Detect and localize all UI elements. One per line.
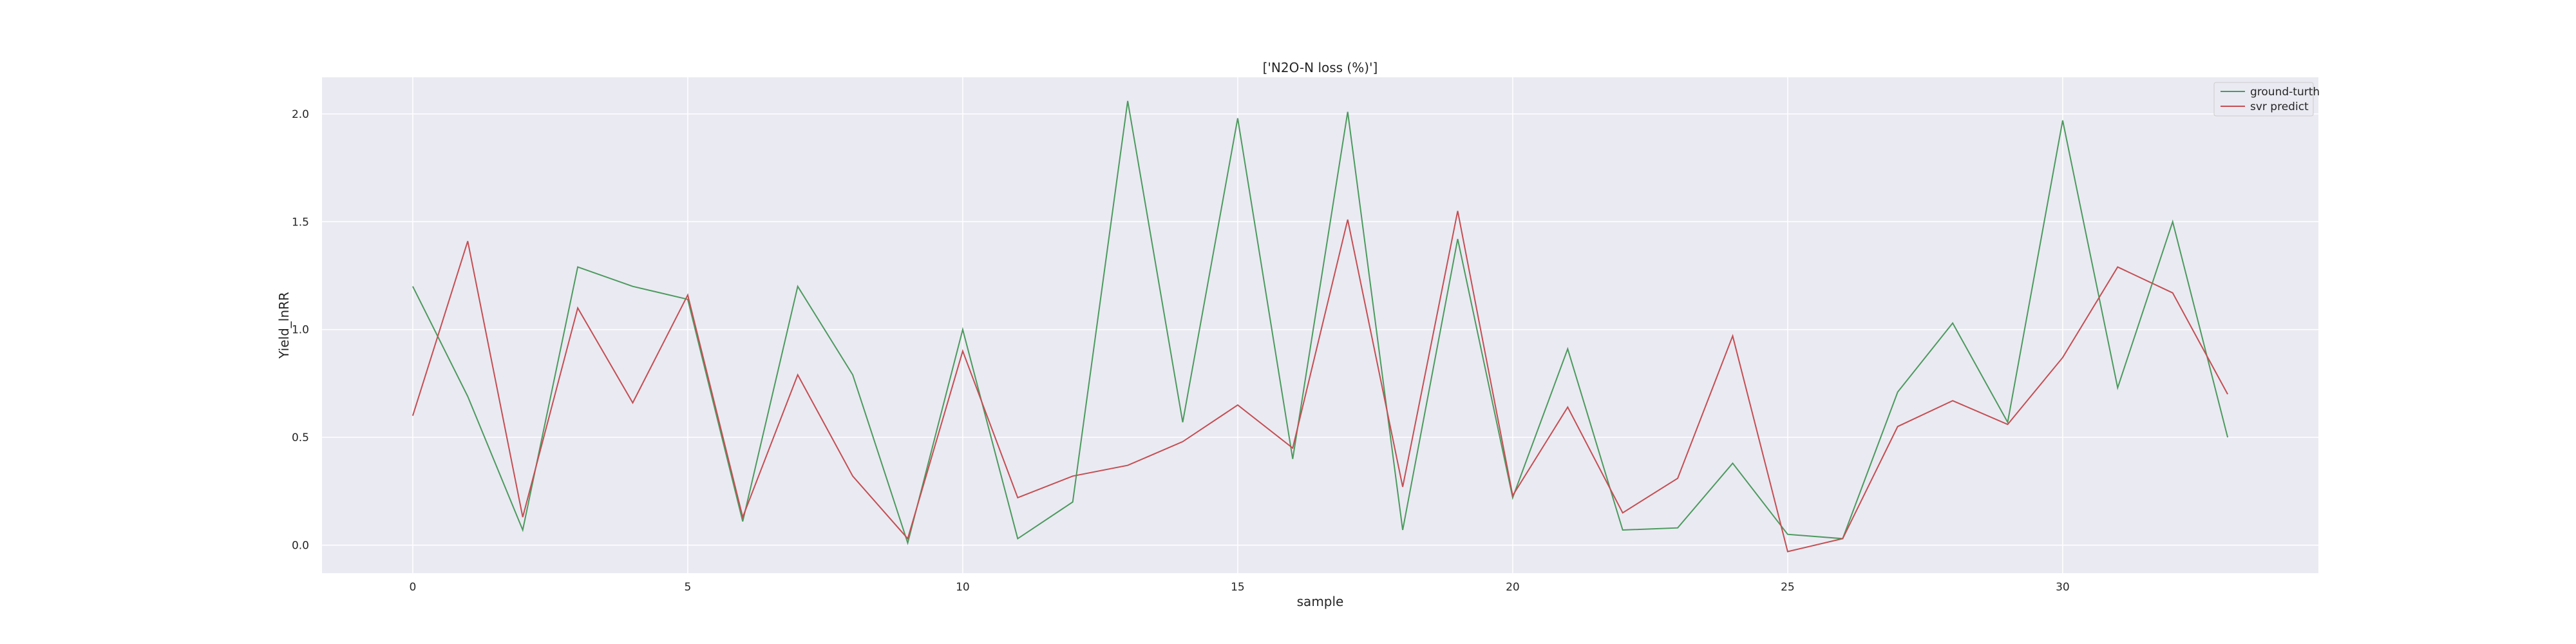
- x-tick-label: 25: [1781, 581, 1795, 594]
- x-tick-label: 15: [1231, 581, 1245, 594]
- y-tick-label: 2.0: [292, 108, 309, 121]
- y-axis-ticks: 0.0 0.5 1.0 1.5 2.0: [292, 108, 309, 553]
- legend-label-svr-predict: svr predict: [2250, 100, 2309, 113]
- y-axis-label: Yield_lnRR: [276, 292, 292, 359]
- plot-area: [322, 77, 2318, 573]
- x-tick-label: 0: [409, 581, 416, 594]
- legend-label-ground-turth: ground-turth: [2250, 86, 2320, 99]
- x-axis-label: sample: [1297, 594, 1344, 609]
- x-axis-ticks: 0 5 10 15 20 25 30: [409, 581, 2069, 594]
- x-tick-label: 30: [2056, 581, 2070, 594]
- x-tick-label: 10: [956, 581, 970, 594]
- x-tick-label: 20: [1506, 581, 1520, 594]
- y-tick-label: 1.0: [292, 324, 309, 337]
- legend: ground-turth svr predict: [2213, 82, 2320, 117]
- series-line-ground-turth: [412, 100, 2229, 545]
- y-tick-label: 0.0: [292, 539, 309, 552]
- x-tick-label: 5: [684, 581, 691, 594]
- y-tick-label: 0.5: [292, 431, 309, 444]
- data-points: [412, 100, 2228, 552]
- grid-lines: [322, 77, 2318, 573]
- series-line-svr-predict: [412, 211, 2228, 553]
- series-lines: [412, 100, 2229, 553]
- y-tick-label: 1.5: [292, 216, 309, 229]
- chart-title: ['N2O-N loss (%)']: [1263, 60, 1378, 75]
